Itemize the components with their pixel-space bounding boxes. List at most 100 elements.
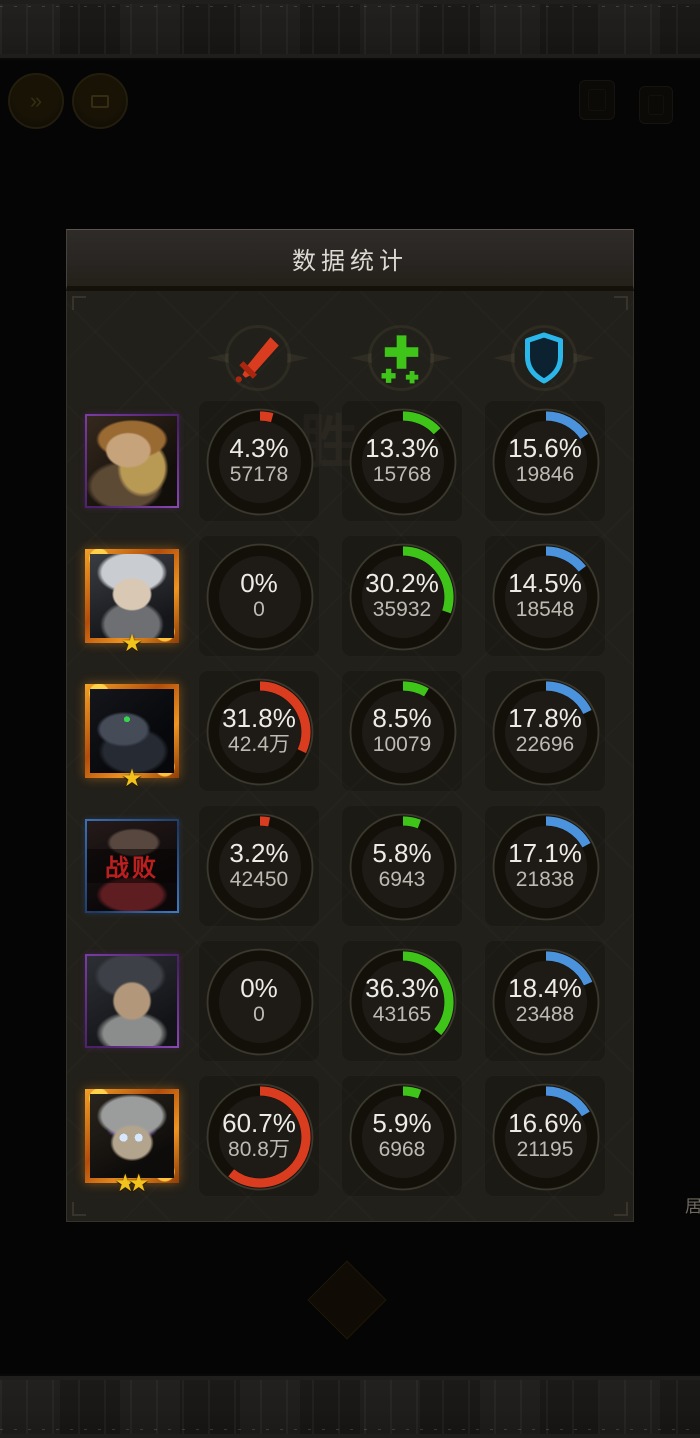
hud-slot-button-2[interactable] [639,86,673,124]
stat-percent: 60.7% [222,1108,296,1138]
portrait-image [90,553,174,638]
stat-text: 3.2% 42450 [229,839,288,892]
stat-value: 23488 [515,1003,575,1026]
hud-slot-icon-1 [588,89,606,111]
stat-value: 57178 [229,463,289,486]
portrait-image [87,955,177,1046]
progress-ring [349,813,457,920]
stat-value: 6968 [378,1138,426,1161]
stat-percent: 17.1% [508,838,582,868]
progress-ring [349,408,457,515]
star-icon: ★ [128,1169,150,1197]
progress-ring [349,1083,457,1190]
stat-percent: 14.5% [508,568,582,598]
stat-rows: 4.3% 57178 13.3% 15768 15.6% 19846 [67,393,633,1203]
star-badges: ★ [121,631,143,656]
hud-slot-icon-2 [648,95,664,115]
stat-ring-cell: 8.5% 10079 [341,669,463,792]
stat-percent: 13.3% [365,433,439,463]
stat-cells: 4.3% 57178 13.3% 15768 15.6% 19846 [187,393,633,528]
progress-ring [492,813,600,920]
stat-ring-cell: 36.3% 43165 [341,939,463,1062]
portrait-image [87,415,177,506]
stat-value: 15768 [372,463,432,486]
character-portrait-dark-haired-man[interactable] [85,953,179,1048]
portrait-frame [85,549,179,643]
character-portrait-silver-knight[interactable]: ★ [85,549,179,655]
stat-ring-cell: 30.2% 35932 [341,534,463,657]
stat-cells: 0% 0 36.3% 43165 18.4% 23488 [187,933,633,1068]
stat-text: 60.7% 80.8万 [222,1109,296,1162]
stat-value: 0 [253,598,265,621]
progress-ring [492,543,600,650]
stat-value: 18548 [515,598,575,621]
stat-percent: 4.3% [229,433,289,463]
stat-row: ★ 0% 0 30.2% 35932 [67,528,633,663]
stat-percent: 5.9% [372,1108,432,1138]
stat-cells: 0% 0 30.2% 35932 14.5% 18548 [187,528,633,663]
progress-ring [492,408,600,515]
character-portrait-blonde-woman[interactable] [85,413,179,508]
stats-panel: 数据统计 胜 [66,229,634,1222]
progress-ring [349,543,457,650]
star-icon: ★ [121,629,143,657]
stat-value: 6943 [378,868,426,891]
stat-ring-cell: 16.6% 21195 [484,1074,606,1197]
star-badges: ★ ★ [114,1171,149,1196]
stat-value: 35932 [372,598,432,621]
stat-value: 19846 [515,463,575,486]
healing-column-header [350,313,446,403]
page-title: 数据统计 [292,247,408,275]
stat-percent: 5.8% [372,838,432,868]
stat-row: 0% 0 36.3% 43165 18.4% 23488 [67,933,633,1068]
character-portrait-defeated-figure[interactable]: 战败 [85,818,179,913]
stat-text: 17.8% 22696 [508,704,582,757]
stat-text: 30.2% 35932 [365,569,439,622]
ornament-ring [368,325,434,391]
stat-text: 13.3% 15768 [365,434,439,487]
carved-motif [0,1380,700,1434]
corner-ornament [72,1202,86,1216]
progress-ring [492,678,600,785]
corner-ornament [614,296,628,310]
stat-ring-cell: 60.7% 80.8万 [198,1074,320,1197]
portrait-frame: 战败 [85,818,179,913]
ornament-wing [493,353,515,363]
decorative-border-top [0,0,700,60]
floor-diamond-ornament [307,1260,387,1340]
portrait-image [90,688,174,773]
progress-ring [349,678,457,785]
fast-forward-button[interactable]: » [8,73,64,129]
character-portrait-raven-beast[interactable]: ★ [85,684,179,790]
portrait-frame [85,953,179,1048]
stat-value: 0 [253,1003,265,1026]
hud-slot-button-1[interactable] [579,80,615,120]
progress-ring [206,408,314,515]
stat-ring-cell: 15.6% 19846 [484,399,606,522]
stat-value: 21195 [516,1138,574,1161]
column-header-row [67,313,633,403]
edge-clipped-text: 居 [685,1197,700,1216]
stat-text: 15.6% 19846 [508,434,582,487]
heal-cross-icon [381,335,419,384]
shield-icon [525,332,563,384]
stat-percent: 18.4% [508,973,582,1003]
star-badges: ★ [121,766,143,791]
stat-ring-cell: 18.4% 23488 [484,939,606,1062]
stat-percent: 3.2% [229,838,289,868]
progress-ring [206,948,314,1055]
stat-percent: 8.5% [372,703,432,733]
banner-menu-button[interactable] [72,73,128,129]
stat-text: 4.3% 57178 [229,434,288,487]
stat-cells: 60.7% 80.8万 5.9% 6968 16.6% 21195 [187,1068,633,1203]
stat-text: 5.9% 6968 [372,1109,431,1162]
stat-text: 5.8% 6943 [372,839,431,892]
banner-menu-icon [74,75,126,127]
panel-title-bar: 数据统计 [66,229,634,291]
progress-ring [492,948,600,1055]
stat-ring-cell: 4.3% 57178 [198,399,320,522]
portrait-frame [85,1089,179,1183]
stat-ring-cell: 13.3% 15768 [341,399,463,522]
stat-ring-cell: 17.8% 22696 [484,669,606,792]
character-portrait-glowing-youth[interactable]: ★ ★ [85,1089,179,1195]
